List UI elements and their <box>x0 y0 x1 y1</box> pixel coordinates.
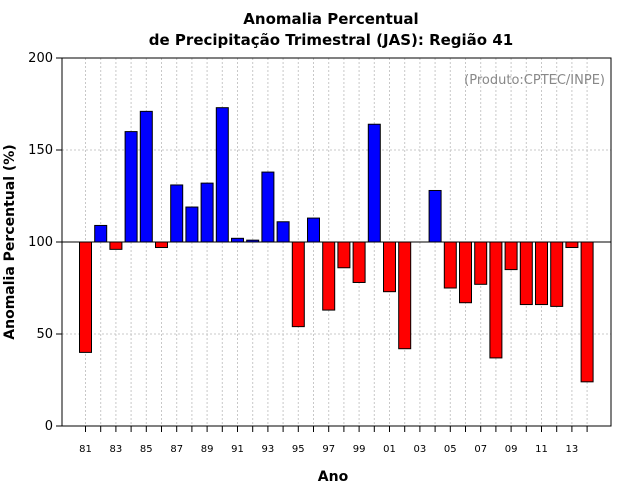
bar-98 <box>337 241 351 269</box>
x-tick-label: 05 <box>444 444 457 455</box>
x-axis: 81 83 85 87 89 91 93 95 97 99 01 03 05 07 09 11 13 <box>79 426 588 455</box>
x-tick-label: 13 <box>566 444 579 455</box>
x-tick-label: 91 <box>231 444 244 455</box>
x-tick-label: 95 <box>292 444 305 455</box>
bar-12 <box>550 241 564 307</box>
bar-82 <box>94 224 108 243</box>
bar-88 <box>185 206 199 243</box>
bar-81 <box>79 241 92 353</box>
x-tick-label: 87 <box>170 444 183 455</box>
bar-97 <box>322 241 336 311</box>
x-axis-title: Ano <box>318 469 349 485</box>
x-tick-label: 07 <box>474 444 487 455</box>
x-tick-label: 03 <box>414 444 427 455</box>
y-tick-label: 0 <box>45 419 53 434</box>
y-tick-label: 150 <box>28 143 53 158</box>
bar-13 <box>565 241 579 249</box>
bar-02 <box>398 241 412 350</box>
x-tick-label: 85 <box>140 444 153 455</box>
bar-86 <box>155 241 168 249</box>
bar-87 <box>170 184 184 243</box>
bar-90 <box>215 107 229 243</box>
bar-06 <box>459 241 472 304</box>
bar-99 <box>352 241 366 283</box>
bar-96 <box>307 217 320 243</box>
bar-04 <box>428 189 442 243</box>
y-axis-title: Anomalia Percentual (%) <box>2 144 18 339</box>
bar-00 <box>367 123 381 243</box>
bar-91 <box>231 237 244 243</box>
bar-10 <box>519 241 533 306</box>
x-tick-label: 93 <box>262 444 275 455</box>
x-tick-label: 09 <box>505 444 518 455</box>
x-tick-label: 89 <box>201 444 214 455</box>
chart-title-line-1: Anomalia Percentual <box>243 10 418 28</box>
bar-95 <box>291 241 305 328</box>
y-tick-label: 100 <box>28 235 53 250</box>
credit-text: (Produto:CPTEC/INPE) <box>464 73 605 88</box>
x-tick-label: 81 <box>79 444 92 455</box>
x-tick-label: 97 <box>322 444 335 455</box>
bars <box>79 107 594 383</box>
bar-01 <box>383 241 396 293</box>
chart-title-line-2: de Precipitação Trimestral (JAS): Região… <box>149 31 513 49</box>
bar-83 <box>109 241 123 250</box>
bar-93 <box>261 171 275 243</box>
y-axis: 0 50 100 150 200 <box>28 51 62 434</box>
x-tick-label: 99 <box>353 444 366 455</box>
bar-09 <box>504 241 518 271</box>
y-tick-label: 50 <box>36 327 53 342</box>
bar-89 <box>200 182 214 243</box>
bar-05 <box>443 241 457 289</box>
y-tick-label: 200 <box>28 51 53 66</box>
x-tick-label: 01 <box>383 444 396 455</box>
bar-07 <box>474 241 488 285</box>
x-tick-label: 83 <box>110 444 123 455</box>
bar-84 <box>124 131 138 243</box>
bar-14 <box>580 241 594 383</box>
x-tick-label: 11 <box>535 444 548 455</box>
bar-11 <box>535 241 548 306</box>
bar-85 <box>139 110 153 243</box>
bar-94 <box>276 221 290 243</box>
bar-08 <box>489 241 503 359</box>
